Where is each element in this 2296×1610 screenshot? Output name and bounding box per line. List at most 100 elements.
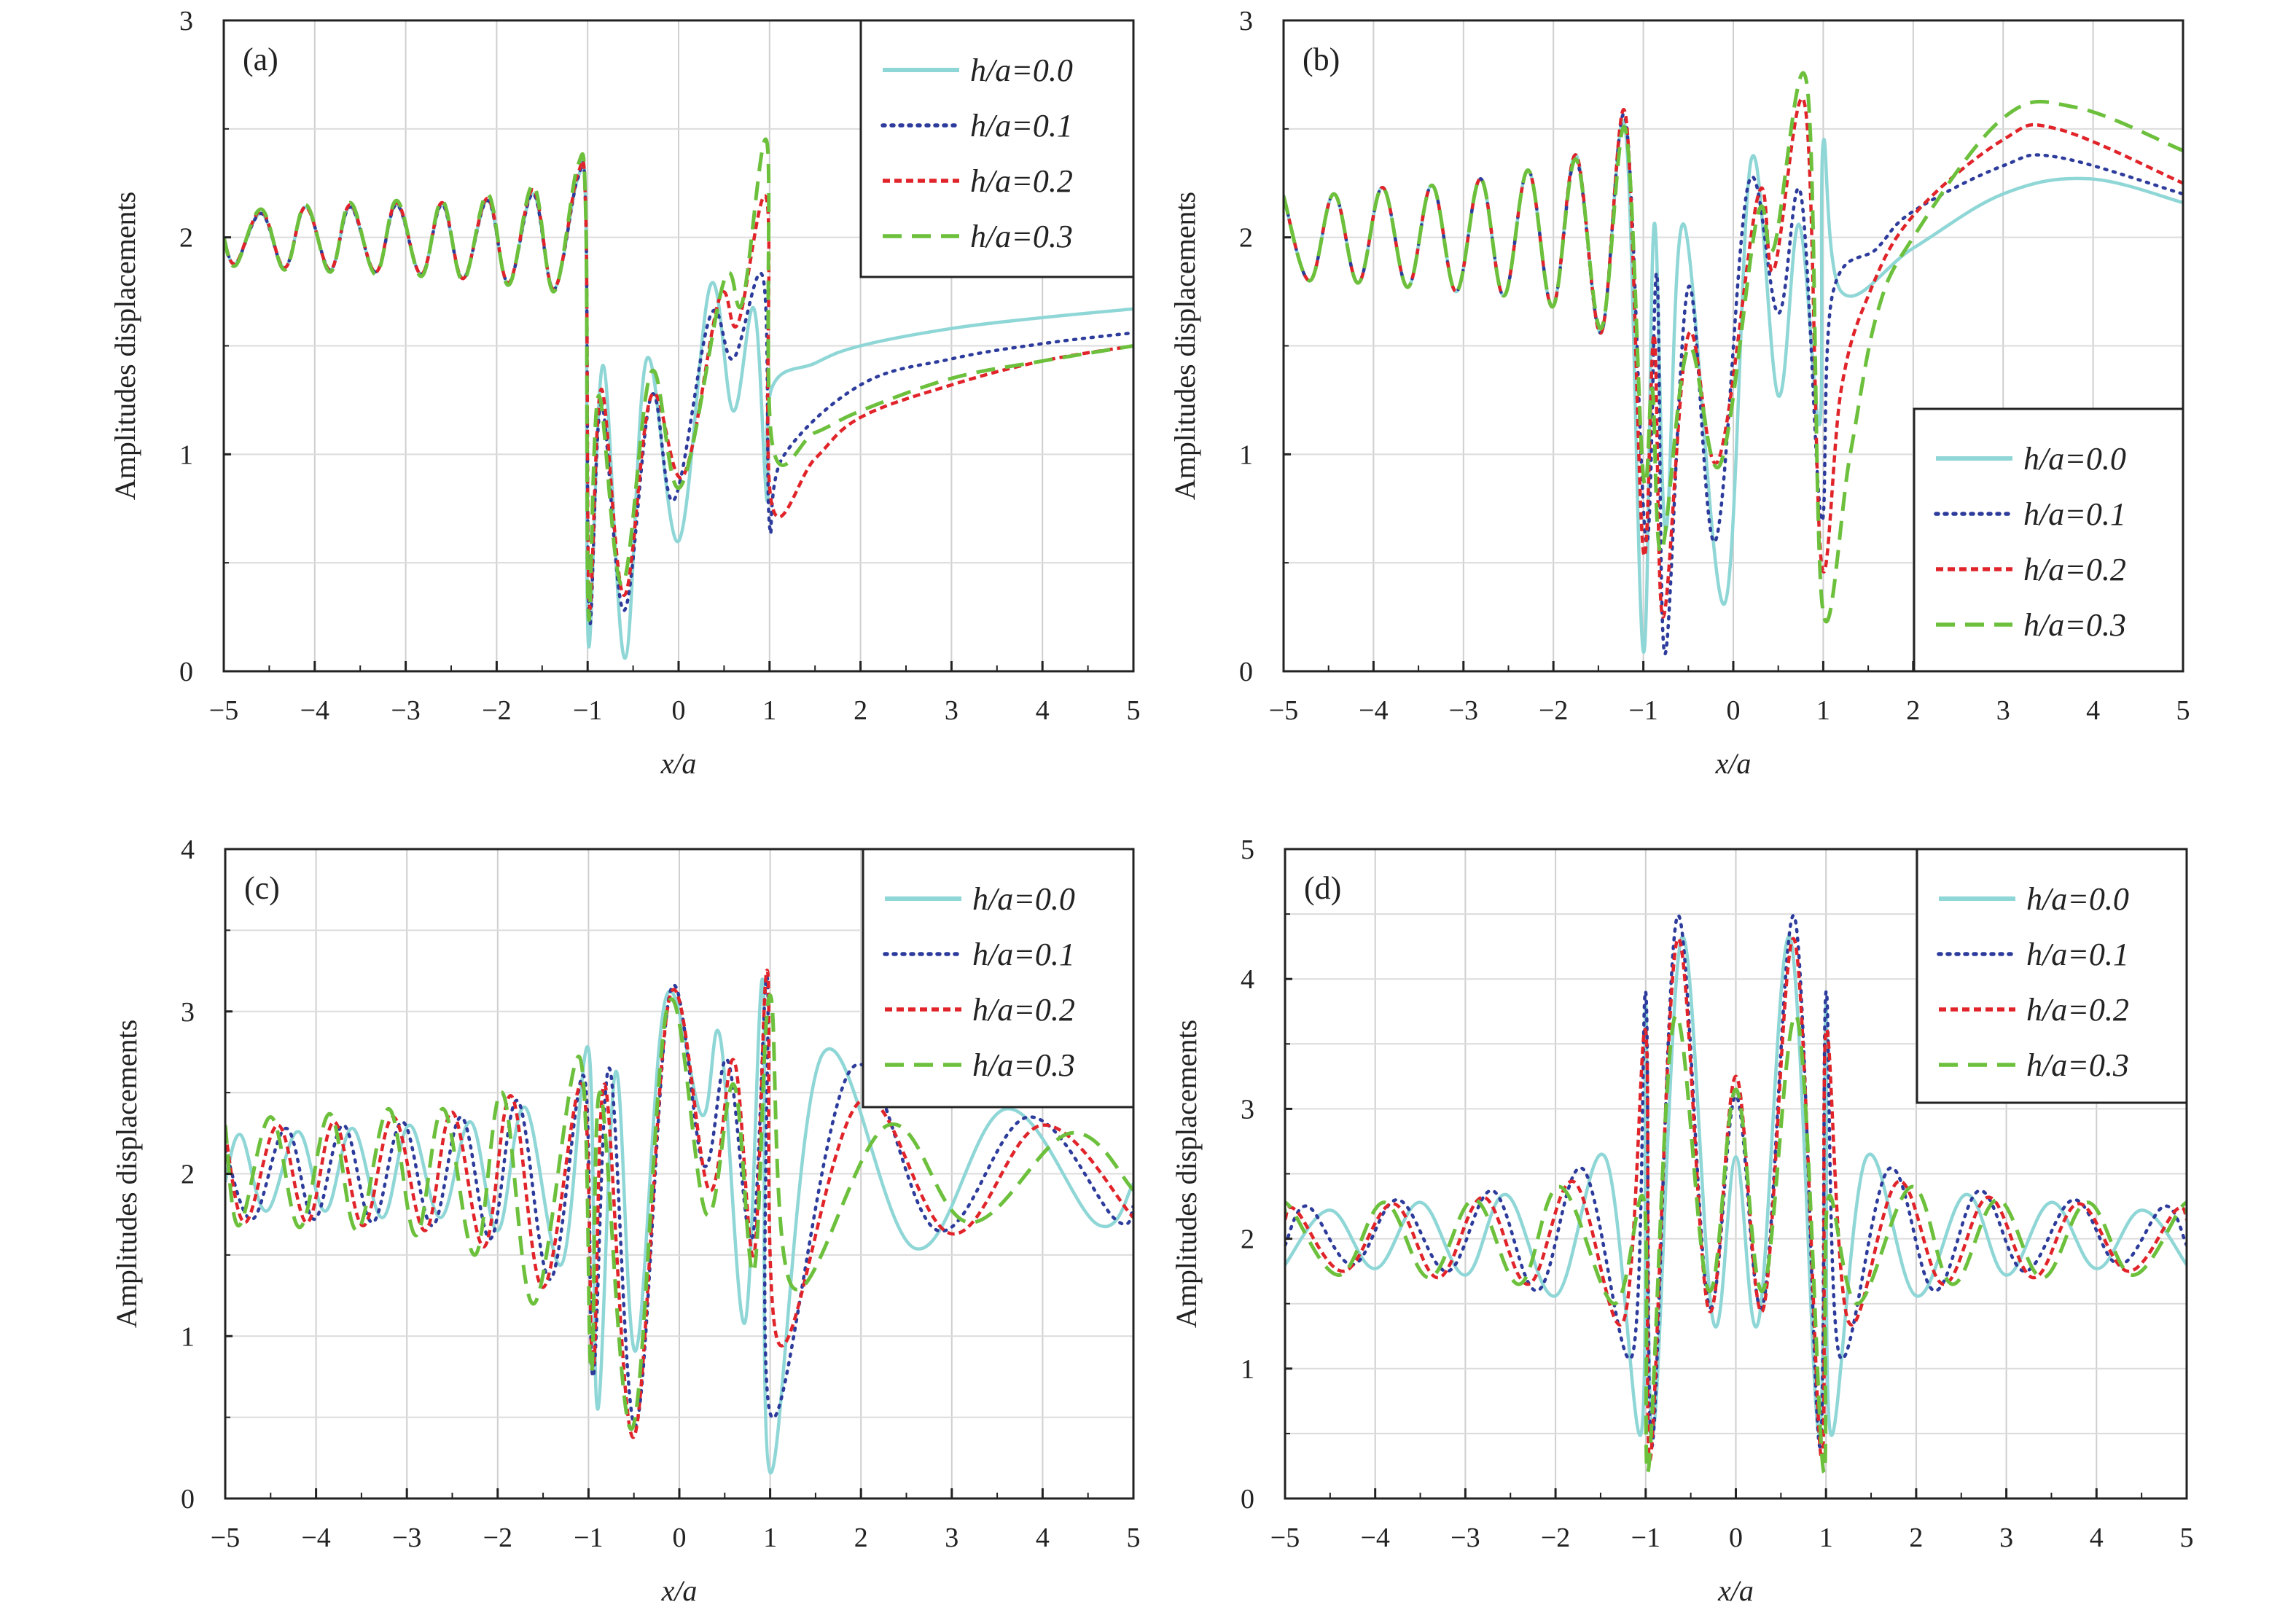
x-tick-label: −2 — [482, 695, 511, 726]
legend-label: h/a=0.2 — [2023, 552, 2126, 587]
legend-label: h/a=0.3 — [2023, 607, 2126, 643]
legend-label: h/a=0.0 — [970, 52, 1073, 88]
x-tick-label: −1 — [573, 695, 602, 726]
panel-a: −5 −4 −3 −2 −1 0 1 2 3 4 5 0 1 2 3 x/a Amplitudes displa… — [109, 6, 1141, 780]
legend: h/a=0.0 h/a=0.1 h/a=0.2 h/a=0.3 — [862, 848, 1135, 1109]
x-tick-label: −3 — [1450, 1523, 1480, 1553]
legend-box — [859, 19, 1135, 278]
y-tick-label: 5 — [1241, 835, 1254, 865]
x-axis-label: x/a — [1715, 747, 1752, 780]
x-tick-label: −1 — [1631, 1523, 1660, 1553]
y-tick-label: 1 — [1241, 1354, 1254, 1385]
x-tick-label: −4 — [300, 695, 329, 726]
x-tick-label: −4 — [301, 1523, 330, 1553]
x-tick-label: 0 — [1727, 695, 1741, 726]
panel-label: (a) — [243, 42, 278, 77]
x-axis-label: x/a — [660, 747, 697, 780]
x-tick-label: 5 — [2180, 1523, 2194, 1553]
panel-label: (d) — [1304, 870, 1341, 906]
x-tick-label: 5 — [1127, 695, 1141, 726]
x-tick-label: −3 — [391, 695, 420, 726]
legend: h/a=0.0 h/a=0.1 h/a=0.2 h/a=0.3 — [1913, 407, 2184, 673]
legend-label: h/a=0.0 — [972, 881, 1075, 917]
legend-box — [1916, 848, 2188, 1104]
x-tick-label: −2 — [1539, 695, 1568, 726]
y-axis-label: Amplitudes displacements — [1170, 1020, 1203, 1328]
y-tick-label: 2 — [1241, 1224, 1254, 1255]
legend-box — [862, 848, 1135, 1109]
y-tick-label: 4 — [1241, 964, 1254, 995]
legend-label: h/a=0.3 — [970, 219, 1073, 254]
legend-label: h/a=0.2 — [972, 992, 1075, 1028]
x-tick-label: 2 — [854, 1523, 868, 1553]
x-tick-label: 0 — [1729, 1523, 1743, 1553]
legend-label: h/a=0.0 — [2023, 441, 2126, 477]
y-axis-label: Amplitudes displacements — [109, 192, 141, 500]
x-tick-label: −2 — [1541, 1523, 1570, 1553]
y-tick-label: 3 — [1241, 1094, 1254, 1125]
series-line — [225, 993, 1133, 1431]
x-tick-label: 4 — [2086, 695, 2100, 726]
legend: h/a=0.0 h/a=0.1 h/a=0.2 h/a=0.3 — [1916, 848, 2188, 1104]
legend-label: h/a=0.1 — [970, 108, 1073, 144]
panel-label: (c) — [244, 870, 280, 906]
y-tick-label: 1 — [181, 1321, 195, 1352]
x-tick-label: 5 — [2176, 695, 2190, 726]
x-tick-label: −3 — [1449, 695, 1478, 726]
legend-label: h/a=0.1 — [972, 937, 1075, 972]
x-tick-label: 3 — [1999, 1523, 2013, 1553]
legend-label: h/a=0.3 — [2026, 1047, 2129, 1083]
x-tick-label: −4 — [1360, 1523, 1389, 1553]
x-tick-label: 2 — [1909, 1523, 1923, 1553]
y-tick-label: 0 — [179, 657, 193, 687]
x-tick-label: 3 — [945, 1523, 958, 1553]
y-tick-label: 3 — [181, 997, 195, 1028]
panel-c: −5 −4 −3 −2 −1 0 1 2 3 4 5 0 1 2 3 4 x/a Amplitudes displ… — [110, 835, 1141, 1607]
y-tick-label: 3 — [179, 6, 193, 36]
series-line — [1285, 935, 2187, 1437]
legend-label: h/a=0.3 — [972, 1047, 1075, 1083]
x-tick-label: −5 — [211, 1523, 240, 1553]
x-tick-label: −5 — [1269, 695, 1298, 726]
x-axis-label: x/a — [661, 1574, 698, 1607]
x-tick-label: 4 — [1036, 1523, 1050, 1553]
x-tick-label: 2 — [1906, 695, 1920, 726]
legend-box — [1913, 407, 2184, 673]
x-tick-label: 4 — [1036, 695, 1050, 726]
legend-label: h/a=0.2 — [2026, 992, 2129, 1028]
y-tick-label: 3 — [1239, 6, 1253, 36]
x-tick-label: 1 — [763, 1523, 777, 1553]
y-tick-label: 2 — [179, 223, 193, 254]
series-line — [225, 969, 1133, 1439]
y-tick-label: 0 — [1239, 657, 1253, 687]
x-tick-label: 1 — [1819, 1523, 1833, 1553]
x-tick-label: −1 — [574, 1523, 603, 1553]
x-tick-label: −4 — [1359, 695, 1388, 726]
legend: h/a=0.0 h/a=0.1 h/a=0.2 h/a=0.3 — [859, 19, 1135, 278]
y-axis-label: Amplitudes displacements — [1168, 192, 1201, 500]
x-tick-label: −2 — [483, 1523, 512, 1553]
x-tick-label: −5 — [209, 695, 238, 726]
series-line — [225, 974, 1133, 1428]
x-tick-label: −1 — [1628, 695, 1657, 726]
y-tick-label: 0 — [181, 1484, 195, 1515]
x-tick-label: 0 — [672, 695, 686, 726]
y-tick-label: 1 — [1239, 439, 1253, 470]
x-tick-label: 5 — [1127, 1523, 1141, 1553]
x-tick-label: −3 — [392, 1523, 421, 1553]
x-tick-label: −5 — [1270, 1523, 1300, 1553]
series-line — [1285, 1013, 2187, 1474]
x-tick-label: 3 — [945, 695, 958, 726]
legend-label: h/a=0.0 — [2026, 881, 2129, 917]
series-line — [224, 137, 1133, 622]
x-tick-label: 3 — [1996, 695, 2010, 726]
series-line — [225, 977, 1133, 1474]
legend-label: h/a=0.1 — [2023, 496, 2126, 532]
x-tick-label: 1 — [1816, 695, 1830, 726]
x-tick-label: 1 — [762, 695, 776, 726]
y-axis-label: Amplitudes displacements — [110, 1020, 143, 1328]
legend-label: h/a=0.2 — [970, 163, 1073, 199]
x-axis-label: x/a — [1717, 1574, 1754, 1607]
legend-label: h/a=0.1 — [2026, 937, 2129, 972]
x-tick-label: 4 — [2090, 1523, 2104, 1553]
